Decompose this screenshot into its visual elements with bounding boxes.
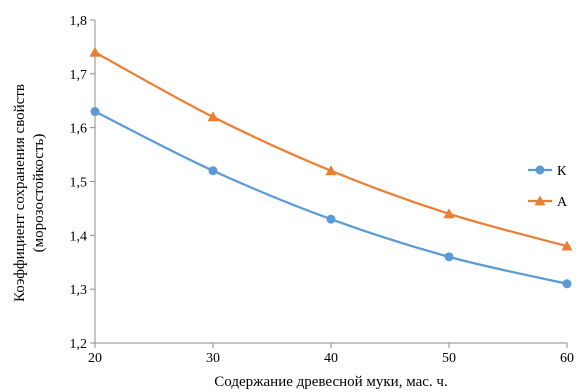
legend-marker [535,165,545,175]
x-tick-labels: 20 30 40 50 60 [88,351,574,366]
data-point [89,46,101,57]
y-axis-title: Коэффициент сохранения свойств (морозост… [12,84,47,302]
data-point [207,111,219,122]
series-line [94,110,568,285]
y-tick-labels: 1,2 1,3 1,4 1,5 1,6 1,7 1,8 [70,14,88,352]
x-tick-label: 60 [560,351,574,366]
x-tick-label: 20 [88,351,102,366]
axes [90,19,568,348]
y-axis-title-line2: (морозостойкость) [31,134,47,253]
y-tick-label: 1,5 [70,176,88,191]
data-point [208,166,218,176]
y-tick-label: 1,4 [70,229,88,244]
y-tick-label: 1,8 [70,14,88,29]
data-point [562,279,572,289]
legend: КА [528,164,568,210]
data-point [326,214,336,224]
data-point [561,240,573,251]
legend-item-2: А [528,195,568,210]
x-tick-label: 50 [442,351,456,366]
legend-item-1: К [528,164,567,179]
data-point [325,165,337,176]
data-point [443,208,455,219]
legend-label: К [557,164,567,179]
series-1 [90,107,572,289]
x-tick-label: 40 [324,351,338,366]
data-point [444,252,454,262]
y-tick-label: 1,3 [70,283,88,298]
y-tick-label: 1,7 [70,68,88,83]
y-axis-title-line1: Коэффициент сохранения свойств [12,84,28,302]
y-tick-label: 1,6 [70,122,88,137]
y-tick-label: 1,2 [70,337,88,352]
x-axis-title: Содержание древесной муки, мас. ч. [214,374,447,390]
series [89,46,573,289]
data-point [90,107,100,117]
legend-marker [534,195,546,206]
legend-label: А [557,195,568,210]
x-tick-label: 30 [206,351,220,366]
series-2 [89,46,573,251]
